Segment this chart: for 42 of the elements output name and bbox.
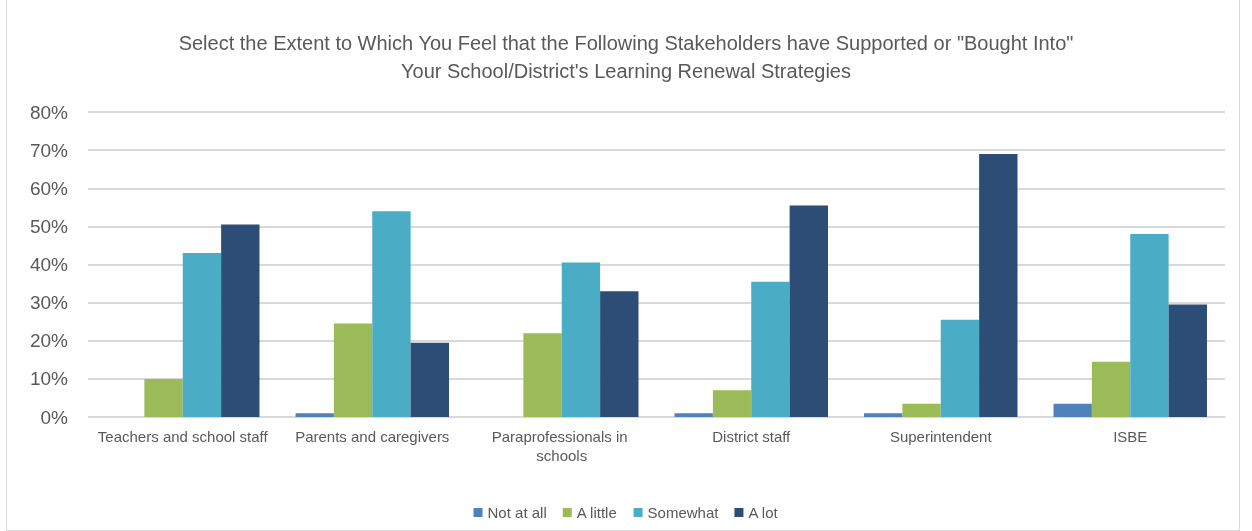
bar: [674, 413, 713, 417]
bar: [182, 253, 222, 417]
bar: [295, 413, 334, 417]
bar: [372, 211, 411, 417]
bar: [1168, 304, 1207, 417]
y-tick-label: 40%: [29, 254, 69, 275]
bar: [940, 319, 980, 417]
bar: [600, 291, 639, 417]
x-tick-label: District staff: [712, 428, 792, 445]
y-tick-label: 80%: [29, 101, 69, 123]
y-tick-label: 60%: [29, 177, 69, 199]
bar: [979, 153, 1018, 417]
bar: [561, 262, 601, 417]
bar: [789, 205, 828, 417]
legend-label: Not at all: [487, 504, 547, 521]
y-tick-label: 20%: [29, 330, 69, 352]
bar: [751, 281, 790, 417]
y-tick-label: 0%: [40, 406, 69, 428]
x-tick-label: ISBE: [1113, 428, 1148, 445]
y-tick-label: 70%: [29, 139, 69, 161]
y-tick-label: 10%: [29, 368, 69, 390]
bar: [410, 342, 449, 417]
x-tick-label: Superintendent: [889, 428, 993, 445]
y-tick-label: 50%: [29, 215, 69, 237]
x-tick-label: Parents and caregivers: [295, 428, 450, 445]
bar: [1053, 403, 1092, 417]
bar: [1130, 234, 1169, 417]
legend-label: A lot: [748, 504, 779, 521]
bar: [902, 403, 941, 417]
x-tick-label: Teachers and school staff: [97, 428, 269, 445]
bar: [333, 323, 373, 417]
bar: [523, 333, 562, 417]
legend-label: Somewhat: [647, 504, 720, 521]
bar: [864, 413, 903, 417]
bar: [221, 224, 260, 417]
bar: [712, 390, 752, 417]
y-tick-label: 30%: [29, 292, 69, 314]
x-tick-label: Paraprofessionals in schools: [491, 428, 632, 464]
bar: [144, 378, 183, 417]
chart-title: Select the Extent to Which You Feel that the Following Stakeholders have Supported or "Bought Into" Your School/District's Learning Renewal Strategies: [178, 32, 1074, 82]
legend-label: A little: [576, 504, 617, 521]
bar: [1091, 361, 1131, 417]
